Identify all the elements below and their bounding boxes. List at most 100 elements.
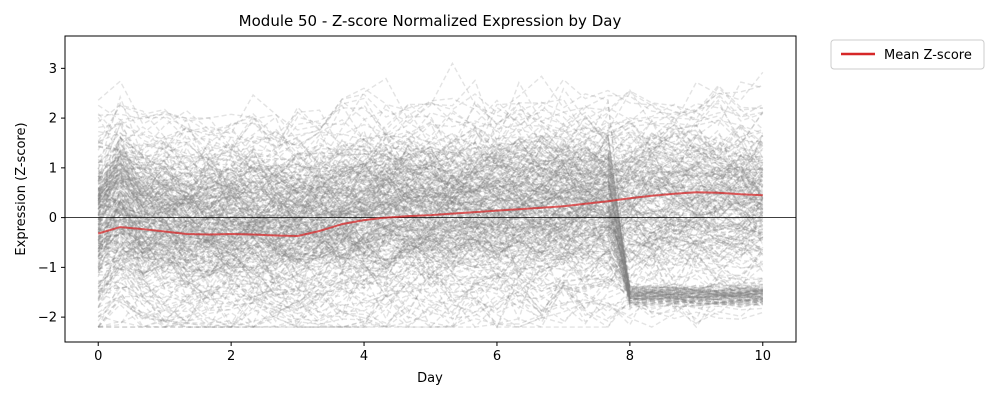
- sample-trajectory-line: [97, 168, 763, 225]
- sample-trajectory-line: [97, 161, 764, 252]
- sample-trajectory-line: [97, 244, 764, 315]
- sample-trajectory-line: [97, 147, 764, 251]
- sample-trajectory-line: [97, 274, 764, 328]
- sample-trajectory-line: [97, 214, 764, 285]
- sample-trajectory-line: [98, 192, 763, 264]
- sample-trajectory-line: [97, 205, 764, 283]
- sample-trajectory-line: [97, 209, 764, 297]
- y-tick-label: −1: [38, 261, 57, 276]
- sample-trajectory-line: [97, 178, 763, 298]
- sample-trajectory-line: [97, 106, 764, 176]
- sample-trajectory-line: [97, 197, 764, 277]
- sample-trajectory-line: [97, 224, 763, 279]
- sample-trajectory-line: [98, 156, 764, 235]
- sample-trajectory-line: [97, 71, 764, 151]
- sample-trajectory-line: [97, 254, 763, 300]
- sample-trajectory-line: [98, 273, 763, 328]
- sample-trajectory-line: [98, 215, 763, 285]
- sample-trajectory-line: [97, 188, 763, 301]
- sample-trajectory-line: [97, 144, 763, 308]
- sample-trajectories: [97, 61, 764, 329]
- sample-trajectory-line: [97, 126, 764, 199]
- sample-trajectory-line: [97, 163, 763, 232]
- sample-trajectory-line: [97, 130, 764, 214]
- plot-frame: [64, 35, 797, 343]
- sample-trajectory-line: [97, 171, 764, 255]
- sample-trajectory-line: [97, 196, 764, 249]
- sample-trajectory-line: [97, 159, 764, 219]
- sample-trajectory-line: [97, 163, 764, 232]
- sample-trajectory-line: [98, 81, 763, 150]
- sample-trajectory-line: [97, 161, 764, 243]
- sample-trajectory-line: [97, 227, 764, 303]
- sample-trajectory-line: [97, 111, 764, 184]
- sample-trajectory-line: [97, 142, 764, 212]
- sample-trajectory-line: [97, 201, 763, 261]
- sample-trajectory-line: [97, 129, 763, 297]
- sample-trajectory-line: [97, 266, 763, 324]
- x-tick-label: 10: [754, 349, 771, 364]
- sample-trajectory-line: [97, 173, 764, 253]
- sample-trajectory-line: [97, 115, 764, 189]
- sample-trajectory-line: [97, 146, 763, 306]
- sample-trajectory-line: [97, 200, 764, 255]
- sample-trajectory-line: [98, 175, 763, 308]
- sample-trajectory-line: [97, 130, 764, 209]
- sample-trajectory-line: [97, 205, 763, 304]
- sample-trajectory-line: [97, 273, 763, 328]
- sample-trajectory-line: [97, 133, 763, 306]
- sample-trajectory-line: [97, 159, 764, 230]
- sample-trajectory-line: [97, 126, 763, 305]
- sample-trajectory-line: [97, 281, 763, 328]
- sample-trajectory-line: [97, 197, 764, 268]
- x-axis-label: Day: [417, 371, 443, 386]
- sample-trajectory-line: [97, 151, 763, 309]
- sample-trajectory-line: [97, 197, 764, 292]
- legend-frame: [830, 39, 985, 70]
- sample-trajectory-line: [97, 152, 764, 232]
- sample-trajectory-line: [98, 248, 763, 325]
- sample-trajectory-line: [97, 131, 764, 198]
- sample-trajectory-line: [97, 210, 764, 281]
- sample-trajectory-line: [98, 219, 764, 278]
- sample-trajectory-line: [97, 167, 764, 253]
- sample-trajectory-line: [97, 200, 763, 299]
- sample-trajectory-line: [97, 160, 763, 220]
- sample-trajectory-line: [97, 135, 764, 202]
- sample-trajectory-line: [97, 165, 764, 229]
- sample-trajectory-line: [98, 211, 764, 272]
- sample-trajectory-line: [97, 215, 764, 269]
- y-axis-label: Expression (Z-score): [14, 122, 29, 255]
- sample-trajectory-line: [98, 199, 763, 284]
- sample-trajectory-line: [97, 185, 763, 298]
- sample-trajectory-line: [97, 169, 764, 252]
- sample-trajectory-line: [98, 255, 763, 329]
- sample-trajectory-line: [97, 214, 763, 287]
- sample-trajectory-line: [98, 87, 764, 163]
- sample-trajectory-line: [97, 202, 763, 293]
- sample-trajectory-line: [97, 151, 764, 221]
- sample-trajectory-line: [97, 144, 763, 301]
- sample-trajectory-line: [97, 224, 764, 285]
- legend: Mean Z-score: [830, 39, 985, 70]
- sample-trajectory-line: [97, 209, 764, 282]
- sample-trajectory-line: [97, 99, 763, 299]
- sample-trajectory-line: [97, 180, 764, 245]
- sample-trajectory-line: [97, 252, 764, 328]
- x-tick-label: 6: [493, 349, 501, 364]
- sample-trajectory-line: [97, 123, 764, 202]
- sample-trajectory-line: [97, 203, 764, 265]
- sample-trajectory-line: [97, 118, 764, 203]
- sample-trajectory-line: [98, 181, 763, 300]
- sample-trajectory-line: [97, 207, 763, 305]
- sample-trajectory-line: [97, 270, 763, 328]
- sample-trajectory-line: [97, 138, 764, 207]
- sample-trajectory-line: [97, 149, 764, 294]
- sample-trajectory-line: [97, 193, 764, 261]
- sample-trajectory-line: [97, 196, 764, 279]
- sample-trajectory-line: [98, 149, 764, 210]
- sample-trajectory-line: [97, 116, 763, 199]
- sample-trajectory-line: [97, 160, 763, 302]
- sample-trajectory-line: [97, 183, 763, 296]
